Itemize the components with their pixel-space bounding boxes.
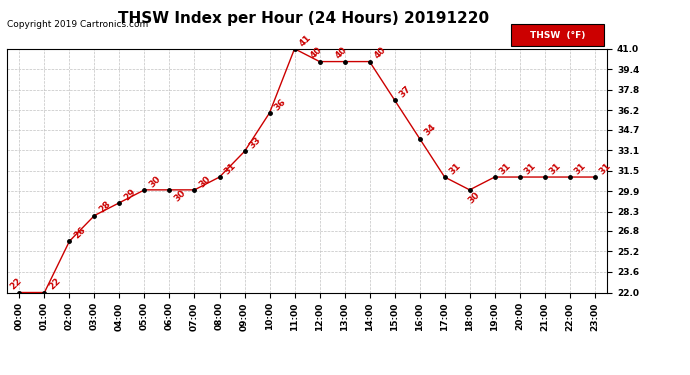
Text: 30: 30 <box>147 174 162 189</box>
Text: 31: 31 <box>573 161 588 176</box>
Text: 41: 41 <box>297 33 313 48</box>
Text: 31: 31 <box>447 161 462 176</box>
Text: 31: 31 <box>222 161 237 176</box>
Text: 30: 30 <box>172 188 188 203</box>
Text: 22: 22 <box>47 276 62 292</box>
Text: 28: 28 <box>97 200 112 215</box>
Text: 30: 30 <box>197 174 213 189</box>
Text: 26: 26 <box>72 225 88 240</box>
Text: 40: 40 <box>333 46 348 61</box>
Text: 31: 31 <box>547 161 562 176</box>
Text: 30: 30 <box>467 190 482 206</box>
Text: 31: 31 <box>497 161 513 176</box>
Text: THSW Index per Hour (24 Hours) 20191220: THSW Index per Hour (24 Hours) 20191220 <box>118 11 489 26</box>
Text: 40: 40 <box>373 46 388 61</box>
Text: 36: 36 <box>273 97 288 112</box>
Text: 31: 31 <box>522 161 538 176</box>
Text: 34: 34 <box>422 123 437 138</box>
Text: 22: 22 <box>8 276 23 292</box>
Text: Copyright 2019 Cartronics.com: Copyright 2019 Cartronics.com <box>7 20 148 29</box>
Text: 29: 29 <box>122 187 137 202</box>
Text: 33: 33 <box>247 135 262 151</box>
Text: THSW  (°F): THSW (°F) <box>530 31 585 40</box>
Text: 37: 37 <box>397 84 413 99</box>
Text: 31: 31 <box>598 161 613 176</box>
Text: 40: 40 <box>308 46 324 61</box>
FancyBboxPatch shape <box>511 24 604 46</box>
